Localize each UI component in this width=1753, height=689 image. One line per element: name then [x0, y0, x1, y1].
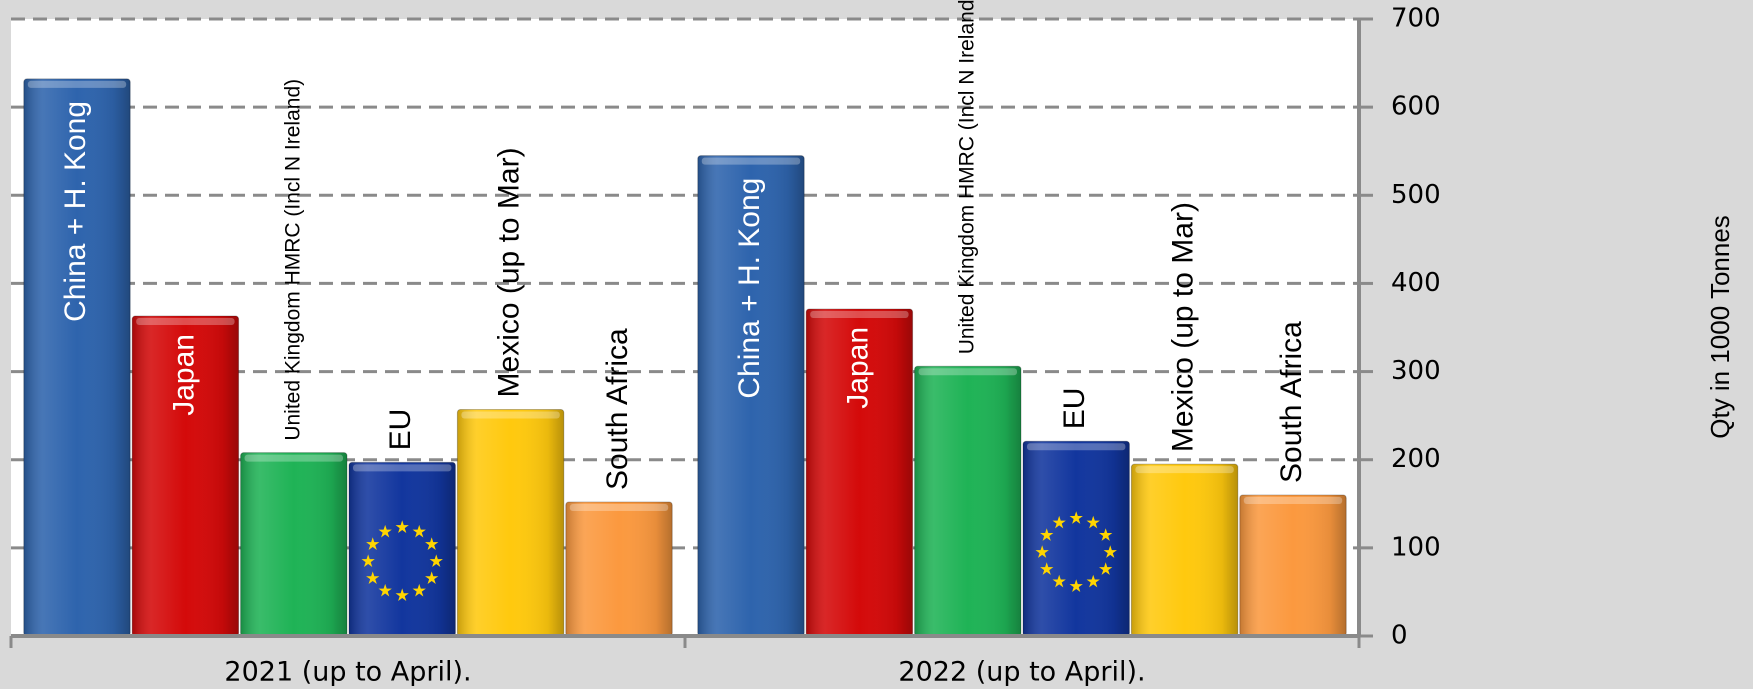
bar-eu: EU: [348, 409, 456, 637]
bar-label: United Kingdom HMRC (Incl N Ireland): [281, 79, 304, 441]
y-tick-label: 200: [1391, 444, 1441, 474]
bar-label: Japan: [841, 327, 874, 409]
bar-label: Japan: [167, 334, 200, 416]
bar-label: Mexico (up to Mar): [1167, 202, 1200, 452]
x-category-labels: 2021 (up to April). 2022 (up to April).: [224, 657, 1145, 688]
bar-mexico-up-to-mar: Mexico (up to Mar): [1130, 202, 1239, 637]
x-category-label: 2021 (up to April).: [224, 657, 471, 688]
bar-japan: Japan: [805, 308, 914, 637]
y-tick-label: 300: [1391, 356, 1441, 386]
bar-label: South Africa: [601, 328, 634, 490]
bar-united-kingdom-hmrc-incl-n-ireland: United Kingdom HMRC (Incl N Ireland): [240, 79, 348, 637]
y-tick-label: 700: [1391, 4, 1441, 34]
bar-china-h-kong: China + H. Kong: [23, 78, 131, 637]
y-tick-label: 0: [1391, 621, 1408, 651]
y-tick-labels: 0 100 200 300 400 500 600 700: [1391, 4, 1441, 651]
y-tick-label: 100: [1391, 532, 1441, 562]
y-axis-label: Qty in 1000 Tonnes: [1705, 215, 1735, 439]
bar-label: China + H. Kong: [733, 178, 766, 399]
bar-label: Mexico (up to Mar): [493, 147, 526, 397]
y-tick-label: 500: [1391, 180, 1441, 210]
bar-label: EU: [384, 409, 417, 451]
bar-label: South Africa: [1275, 321, 1308, 483]
bar-mexico-up-to-mar: Mexico (up to Mar): [456, 147, 565, 637]
bar-label: China + H. Kong: [59, 101, 92, 322]
bar-label: United Kingdom HMRC (Incl N Ireland): [955, 0, 978, 354]
y-tick-label: 600: [1391, 92, 1441, 122]
x-category-label: 2022 (up to April).: [898, 657, 1145, 688]
bar-united-kingdom-hmrc-incl-n-ireland: United Kingdom HMRC (Incl N Ireland): [914, 0, 1022, 637]
bars: China + H. Kong Japan United Kingdom HMRC …: [23, 0, 1347, 637]
bar-eu: EU: [1022, 388, 1130, 637]
axes: [9, 17, 1373, 648]
bar-south-africa: South Africa: [1239, 321, 1347, 637]
bar-japan: Japan: [131, 315, 240, 637]
bar-south-africa: South Africa: [565, 328, 673, 637]
bar-china-h-kong: China + H. Kong: [697, 155, 805, 637]
y-tick-label: 400: [1391, 268, 1441, 298]
bar-label: EU: [1058, 388, 1091, 430]
